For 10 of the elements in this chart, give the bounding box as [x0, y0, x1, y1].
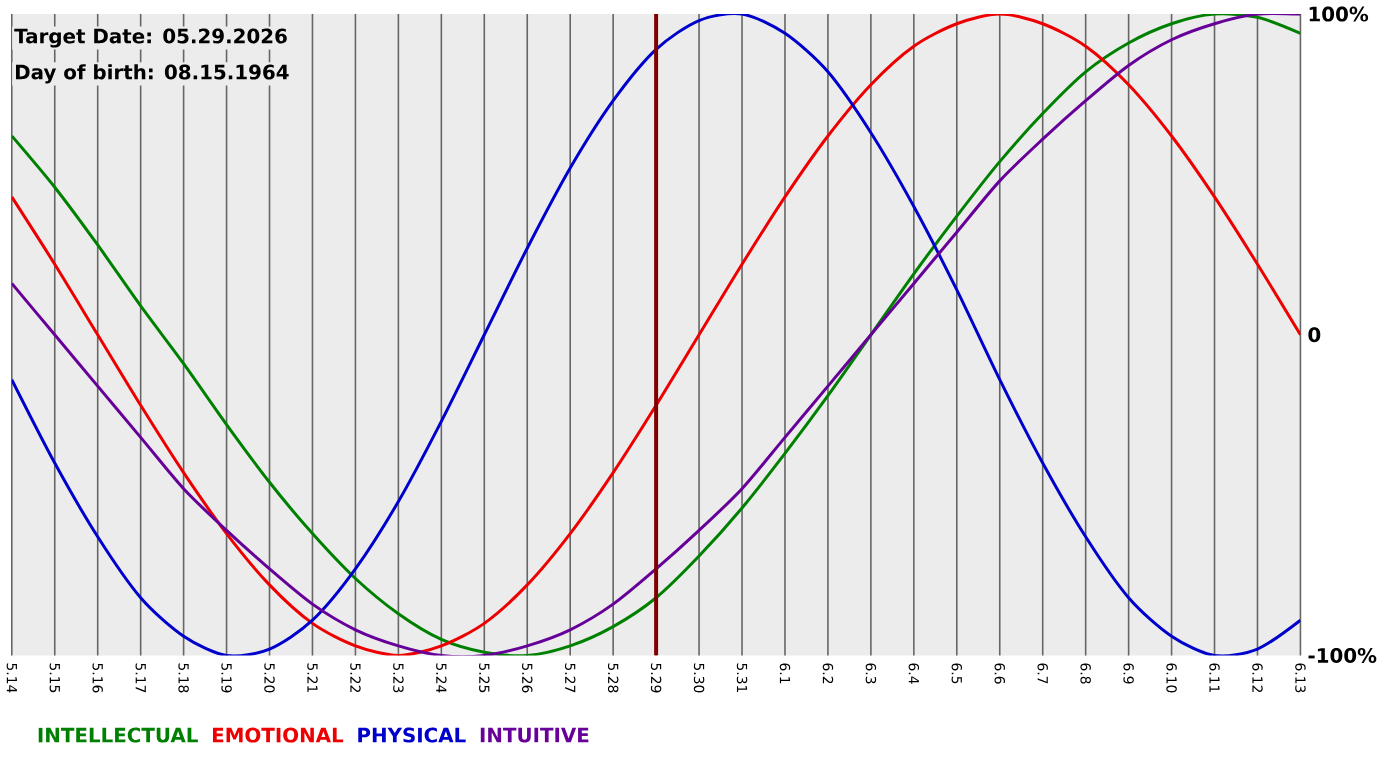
y-tick-label: 100% [1309, 6, 1369, 22]
text: INTUITIVE [480, 727, 589, 743]
y-tick-label: -100% [1308, 647, 1377, 663]
text: PHYSICAL [358, 727, 466, 743]
line-series [11, 13, 1301, 655]
text: EMOTIONAL [212, 727, 344, 743]
y-tick-label: 0 [1308, 326, 1321, 342]
annotation: Target Date: 05.29.2026 [14, 28, 287, 48]
annotation: Day of birth: 08.15.1964 [16, 63, 289, 84]
text: INTELLECTUAL [38, 727, 198, 743]
